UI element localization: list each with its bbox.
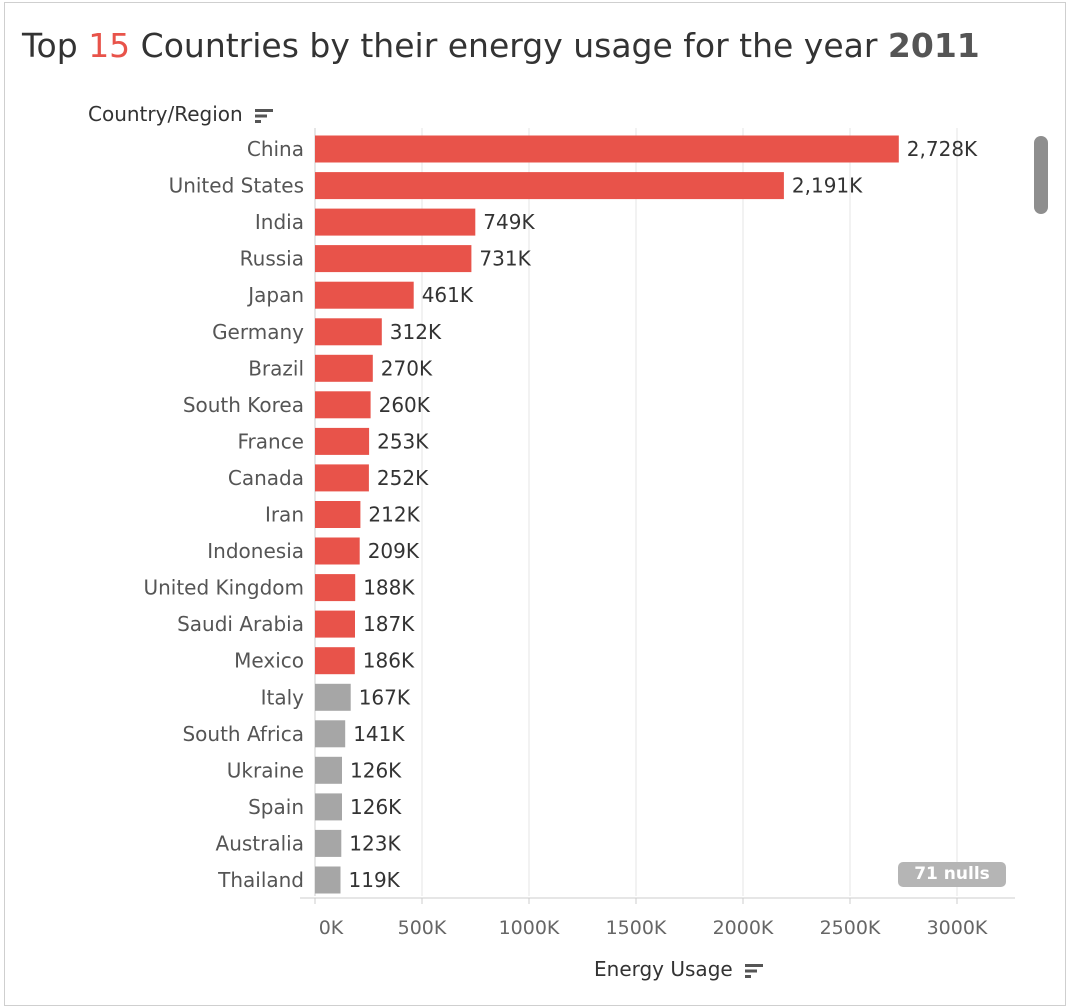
value-label: 252K [377,466,429,490]
x-tick-label: 500K [398,917,447,939]
value-label: 126K [350,795,402,819]
columns-field-label: Energy Usage [594,957,733,981]
rows-field-header[interactable]: Country/Region [88,102,274,126]
category-label: United States [169,174,304,198]
category-label: Saudi Arabia [177,612,304,636]
value-label: 312K [390,320,442,344]
rows-field-label: Country/Region [88,102,243,126]
category-label: United Kingdom [143,576,304,600]
title-year: 2011 [887,26,980,65]
bar[interactable] [315,427,370,455]
category-label: Russia [240,247,304,271]
chart-title: Top 15 Countries by their energy usage f… [22,26,980,65]
title-highlight-count: 15 [88,26,131,65]
value-label: 119K [349,868,401,892]
bar[interactable] [315,756,342,784]
category-label: China [247,137,304,161]
bars [315,135,899,894]
value-label: 270K [381,356,433,380]
bar[interactable] [315,245,472,273]
category-label: Mexico [234,649,304,673]
x-tick-label: 0K [319,917,344,939]
title-middle: Countries by their energy usage for the … [130,26,888,65]
value-label: 126K [350,758,402,782]
value-label: 123K [349,831,401,855]
value-label: 167K [359,685,411,709]
bar[interactable] [315,354,373,382]
bar[interactable] [315,172,784,200]
value-label: 2,191K [792,174,863,198]
value-label: 209K [368,539,420,563]
value-label: 186K [363,649,415,673]
value-label: 260K [379,393,431,417]
category-label: Indonesia [207,539,304,563]
x-tick-label: 1000K [499,917,560,939]
bar[interactable] [315,829,342,857]
category-label: Ukraine [227,758,304,782]
bar[interactable] [315,720,346,748]
bar[interactable] [315,537,360,565]
bar[interactable] [315,208,476,236]
category-label: France [237,429,304,453]
bar[interactable] [315,318,382,346]
bar[interactable] [315,135,899,163]
category-label: South Korea [183,393,304,417]
value-label: 141K [353,722,405,746]
value-label: 212K [368,503,420,527]
nulls-indicator[interactable]: 71 nulls [898,862,1006,887]
value-label: 188K [363,576,415,600]
value-label: 749K [483,210,535,234]
bar[interactable] [315,464,369,492]
title-prefix: Top [22,26,89,65]
category-label: South Africa [182,722,304,746]
bar[interactable] [315,391,371,419]
category-label: Germany [212,320,304,344]
category-labels: China United States India Russia Japan German… [143,137,304,892]
x-tick-label: 1500K [606,917,667,939]
vertical-scrollbar-thumb[interactable] [1034,136,1048,214]
bar[interactable] [315,281,414,309]
x-tick-label: 2000K [713,917,774,939]
bar[interactable] [315,647,355,675]
bar[interactable] [315,610,355,638]
category-label: Japan [246,283,304,307]
sort-descending-icon[interactable] [745,963,764,979]
chart-panel [4,2,1066,1006]
category-label: Canada [228,466,304,490]
value-label: 187K [363,612,415,636]
category-label: Australia [216,831,304,855]
category-label: Italy [261,685,305,709]
bar[interactable] [315,793,342,821]
value-label: 2,728K [907,137,978,161]
sort-descending-icon[interactable] [255,108,274,124]
value-label: 731K [479,247,531,271]
bar[interactable] [315,683,351,711]
bar[interactable] [315,501,361,528]
category-label: Iran [265,503,304,527]
bar[interactable] [315,866,341,894]
value-label: 461K [422,283,474,307]
category-label: Brazil [248,356,304,380]
category-label: Spain [248,795,304,819]
columns-field-header[interactable]: Energy Usage [594,957,764,981]
x-axis: 0K 500K 1000K 1500K 2000K 2500K 3000K [300,897,1015,939]
bar[interactable] [315,574,356,602]
x-tick-label: 3000K [927,917,988,939]
value-label: 253K [377,429,429,453]
category-label: Thailand [217,868,304,892]
category-label: India [255,210,304,234]
x-tick-label: 2500K [820,917,881,939]
